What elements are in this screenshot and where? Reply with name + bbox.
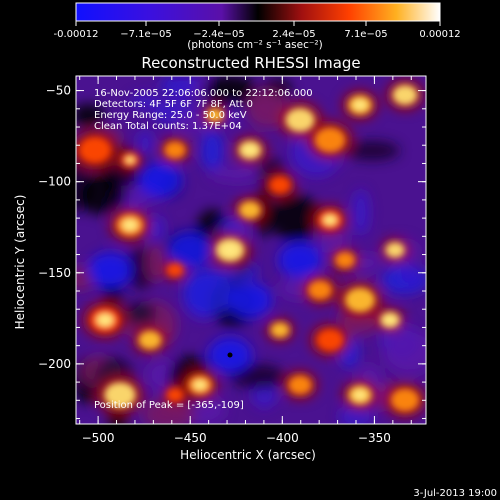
colorbar-tick-label: -0.00012 <box>54 29 99 40</box>
y-tick-label: −100 <box>38 175 71 189</box>
y-tick-label: −50 <box>46 84 71 98</box>
image-title: Reconstructed RHESSI Image <box>141 54 360 72</box>
x-tick-label: −500 <box>82 431 115 445</box>
colorbar-units: (photons cm⁻² s⁻¹ asec⁻²) <box>187 39 322 51</box>
y-axis: −50 −100 −150 −200 <box>38 84 426 420</box>
plot-frame <box>75 75 427 425</box>
x-tick-label: −450 <box>174 431 207 445</box>
footer-timestamp: 3-Jul-2013 19:00 <box>413 488 497 499</box>
annotation-block: 16-Nov-2005 22:06:06.000 to 22:12:06.000… <box>94 88 313 411</box>
x-axis-label: Heliocentric X (arcsec) <box>180 448 316 462</box>
colorbar: -0.00012 −7.1e−05 −2.4e−05 2.4e−05 7.1e−05 0.… <box>54 2 461 51</box>
annotation-energy: Energy Range: 25.0 - 50.0 keV <box>94 110 247 121</box>
colorbar-tick-label: 0.00012 <box>419 29 460 40</box>
y-tick-label: −150 <box>38 266 71 280</box>
x-tick-label: −350 <box>358 431 391 445</box>
peak-marker <box>227 352 233 358</box>
colorbar-tick-label: −7.1e−05 <box>120 29 172 40</box>
peak-position-label: Position of Peak = [-365,-109] <box>94 400 244 411</box>
y-tick-label: −200 <box>38 357 71 371</box>
colorbar-tick-labels: -0.00012 −7.1e−05 −2.4e−05 2.4e−05 7.1e−05 0.… <box>54 29 461 40</box>
colorbar-tick-label: 2.4e−05 <box>272 29 315 40</box>
annotation-detectors: Detectors: 4F 5F 6F 7F 8F, Att 0 <box>94 99 253 110</box>
colorbar-ramp <box>75 2 441 22</box>
y-axis-label: Heliocentric Y (arcsec) <box>13 195 27 330</box>
flux-map <box>76 76 426 424</box>
colorbar-ticks <box>75 21 441 26</box>
annotation-counts: Clean Total counts: 1.37E+04 <box>94 121 242 132</box>
x-tick-label: −400 <box>266 431 299 445</box>
x-axis: −500 −450 −400 −350 <box>79 76 412 445</box>
colorbar-tick-label: 7.1e−05 <box>344 29 387 40</box>
colorbar-tick-label: −2.4e−05 <box>193 29 245 40</box>
annotation-time: 16-Nov-2005 22:06:06.000 to 22:12:06.000 <box>94 88 313 99</box>
